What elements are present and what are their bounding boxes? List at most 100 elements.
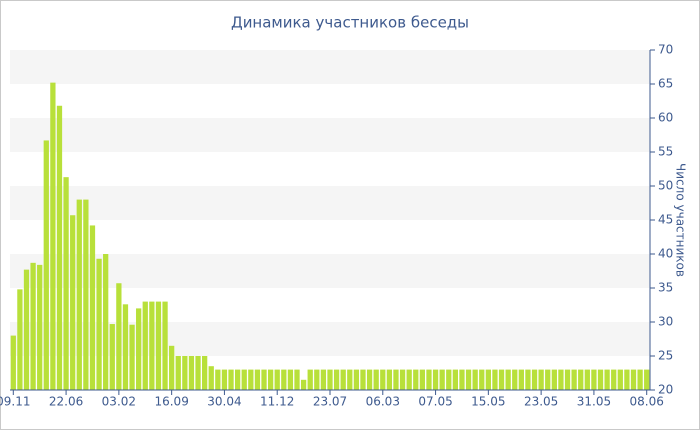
y-tick-label: 50 xyxy=(658,179,673,193)
chart-title: Динамика участников беседы xyxy=(231,14,469,32)
bar xyxy=(452,369,458,390)
y-tick-label: 20 xyxy=(658,383,673,397)
bar xyxy=(459,369,465,390)
bar xyxy=(149,301,155,390)
bar xyxy=(254,369,261,390)
bar xyxy=(221,369,228,390)
bar xyxy=(83,199,89,390)
bar xyxy=(267,369,274,390)
bar xyxy=(320,369,327,390)
x-tick-label: 23.05 xyxy=(524,395,558,409)
x-tick-label: 15.05 xyxy=(471,395,505,409)
y-tick-label: 60 xyxy=(658,111,673,125)
bar xyxy=(116,283,122,390)
bar xyxy=(17,289,23,390)
bar xyxy=(432,369,439,390)
bar xyxy=(558,369,564,390)
bar xyxy=(545,369,551,390)
bar xyxy=(136,308,142,390)
x-tick-label: 09.11 xyxy=(0,395,30,409)
bar xyxy=(76,199,82,390)
bar xyxy=(274,369,280,390)
bar xyxy=(498,369,505,390)
bar xyxy=(314,369,320,390)
bar xyxy=(327,369,333,390)
bar xyxy=(281,369,287,390)
bar xyxy=(70,215,76,390)
y-tick-label: 45 xyxy=(658,213,673,227)
bar xyxy=(637,369,643,390)
bar xyxy=(208,366,214,390)
grid-band xyxy=(10,50,650,84)
bar xyxy=(591,369,597,390)
bar xyxy=(37,264,43,390)
bar xyxy=(571,369,577,390)
y-axis-label: Число участников xyxy=(674,163,688,277)
bar xyxy=(597,369,604,390)
y-tick-label: 65 xyxy=(658,77,673,91)
bar xyxy=(215,369,221,390)
bar xyxy=(419,369,426,390)
bar xyxy=(644,369,650,390)
x-tick-label: 07.05 xyxy=(418,395,452,409)
bar xyxy=(538,369,544,390)
bar xyxy=(630,369,637,390)
y-tick-label: 70 xyxy=(658,43,673,57)
bar xyxy=(465,369,472,390)
bar xyxy=(518,369,524,390)
bar xyxy=(182,356,188,390)
bar xyxy=(169,345,175,390)
bar xyxy=(129,324,135,390)
bar xyxy=(241,369,247,390)
bar xyxy=(340,369,346,390)
bar xyxy=(175,356,181,390)
bar xyxy=(228,369,234,390)
bar xyxy=(479,369,485,390)
y-tick-label: 35 xyxy=(658,281,673,295)
grid-band xyxy=(10,254,650,288)
bar xyxy=(162,301,168,390)
bar xyxy=(261,369,267,390)
bar xyxy=(195,356,201,390)
bar xyxy=(413,369,419,390)
bar xyxy=(30,262,36,390)
x-tick-label: 23.07 xyxy=(313,395,347,409)
bar xyxy=(393,369,399,390)
bar xyxy=(525,369,531,390)
bar xyxy=(287,369,294,390)
bar xyxy=(604,369,610,390)
bar xyxy=(446,369,452,390)
bar xyxy=(531,369,538,390)
bar xyxy=(122,304,129,390)
x-tick-label: 31.05 xyxy=(577,395,611,409)
bar xyxy=(43,140,49,390)
bar xyxy=(578,369,584,390)
bar xyxy=(300,379,307,390)
bar xyxy=(505,369,511,390)
bar xyxy=(10,335,16,390)
bar xyxy=(347,369,353,390)
y-tick-label: 55 xyxy=(658,145,673,159)
y-tick-label: 40 xyxy=(658,247,673,261)
x-tick-label: 08.06 xyxy=(630,395,664,409)
bar xyxy=(492,369,498,390)
bar xyxy=(23,269,30,390)
bar xyxy=(386,369,393,390)
x-tick-label: 06.03 xyxy=(366,395,400,409)
y-tick-label: 25 xyxy=(658,349,673,363)
x-tick-label: 03.02 xyxy=(102,395,136,409)
bar xyxy=(617,369,623,390)
bar xyxy=(353,369,360,390)
grid-band xyxy=(10,118,650,152)
bar xyxy=(426,369,432,390)
bar xyxy=(472,369,478,390)
bar xyxy=(89,225,96,390)
bar xyxy=(584,369,590,390)
bar xyxy=(155,301,162,390)
bar xyxy=(380,369,386,390)
bar xyxy=(50,82,56,390)
x-tick-label: 16.09 xyxy=(154,395,188,409)
x-tick-label: 30.04 xyxy=(207,395,241,409)
bar xyxy=(551,369,557,390)
